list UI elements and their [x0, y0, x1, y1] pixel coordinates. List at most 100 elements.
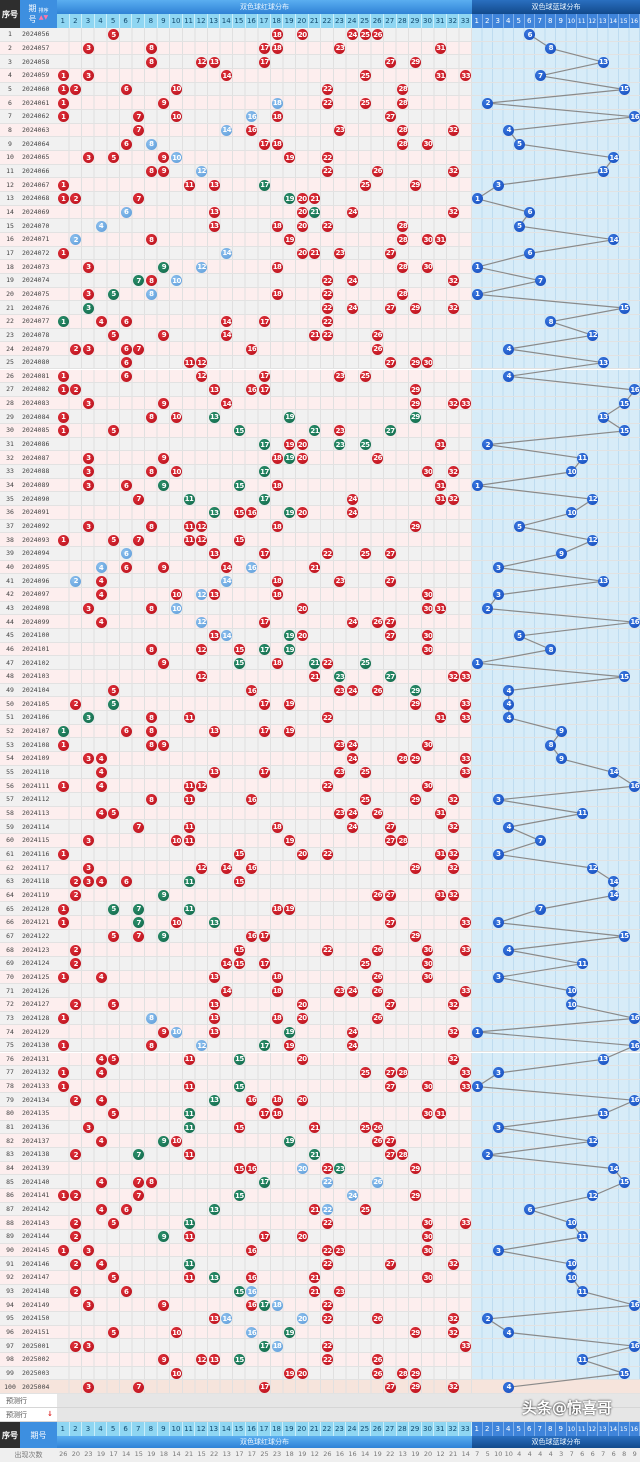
red-column-header[interactable]: 32 [446, 14, 460, 28]
red-column-header[interactable]: 27 [383, 14, 397, 28]
red-column-header[interactable]: 17 [258, 14, 271, 28]
prediction-row[interactable]: 预测行 [0, 1394, 640, 1408]
red-ball: 28 [397, 97, 409, 109]
red-column-header[interactable]: 29 [409, 14, 422, 28]
red-ball: 1 [57, 971, 69, 983]
red-column-header[interactable]: 6 [119, 14, 133, 28]
blue-column-header[interactable]: 13 [598, 14, 609, 28]
red-ball: 15 [233, 480, 245, 492]
red-column-header[interactable]: 11 [182, 14, 196, 28]
red-column-header[interactable]: 10 [170, 14, 183, 28]
red-ball: 2 [70, 234, 82, 246]
red-grid [57, 273, 472, 287]
blue-column-header[interactable]: 12 [587, 14, 598, 28]
red-ball: 22 [321, 1354, 333, 1366]
row-seq: 70 [6, 972, 14, 981]
blue-column-header[interactable]: 9 [556, 14, 567, 28]
table-row: 35 2024090 [0, 492, 640, 507]
red-column-header[interactable]: 7 [132, 14, 146, 28]
table-row: 21 2024076 [0, 301, 640, 315]
blue-grid [472, 1216, 640, 1230]
red-column-header[interactable]: 26 [371, 14, 384, 28]
prediction-row[interactable]: 预测行 ↓ [0, 1408, 640, 1422]
red-ball: 16 [246, 124, 258, 136]
sort-label[interactable]: 排序 [38, 8, 49, 14]
blue-column-header[interactable]: 1 [472, 14, 483, 28]
red-grid [57, 219, 472, 232]
red-count: 26 [59, 1450, 68, 1458]
blue-column-header[interactable]: 6 [524, 14, 535, 28]
red-column-header[interactable]: 3 [82, 14, 95, 28]
red-ball: 30 [422, 1272, 434, 1284]
red-column-header[interactable]: 13 [207, 14, 221, 28]
footer-red-column-header: 19 [283, 1422, 296, 1436]
red-column-header[interactable]: 1 [57, 14, 70, 28]
row-period: 2025002 [22, 1355, 50, 1364]
blue-column-header[interactable]: 8 [545, 14, 556, 28]
red-ball: 32 [447, 302, 459, 314]
red-column-header[interactable]: 8 [145, 14, 158, 28]
red-column-header[interactable]: 19 [283, 14, 296, 28]
footer-red-column-header: 27 [383, 1422, 397, 1436]
red-ball: 25 [359, 794, 371, 806]
blue-column-header[interactable]: 4 [503, 14, 514, 28]
blue-column-header[interactable]: 11 [577, 14, 588, 28]
red-column-header[interactable]: 12 [195, 14, 208, 28]
blue-column-header[interactable]: 16 [629, 14, 640, 28]
row-period: 2024113 [22, 808, 50, 817]
red-column-header[interactable]: 20 [295, 14, 309, 28]
row-period: 2024067 [22, 180, 50, 189]
table-row: 2 2024057 [0, 41, 640, 56]
red-ball: 21 [309, 247, 321, 259]
red-ball: 9 [158, 480, 170, 492]
row-period: 2024114 [22, 822, 50, 831]
sort-arrows-icon[interactable]: ▲▼ [38, 14, 49, 21]
red-column-header[interactable]: 5 [107, 14, 120, 28]
red-arrow-icon[interactable]: ↓ [47, 1410, 53, 1418]
red-ball: 19 [284, 630, 296, 642]
blue-column-header[interactable]: 5 [514, 14, 525, 28]
red-ball: 27 [384, 999, 396, 1011]
red-grid [57, 601, 472, 615]
red-column-header[interactable]: 16 [245, 14, 259, 28]
red-ball: 3 [82, 343, 94, 355]
red-column-header[interactable]: 31 [434, 14, 447, 28]
red-ball: 10 [170, 589, 182, 601]
red-grid [57, 874, 472, 888]
red-column-header[interactable]: 2 [69, 14, 83, 28]
red-column-header[interactable]: 25 [358, 14, 372, 28]
red-column-header[interactable]: 28 [396, 14, 410, 28]
red-ball: 19 [284, 193, 296, 205]
blue-column-header[interactable]: 14 [608, 14, 619, 28]
row-period: 2024068 [22, 194, 50, 203]
red-ball: 30 [422, 630, 434, 642]
red-column-header[interactable]: 14 [220, 14, 234, 28]
blue-column-header[interactable]: 3 [493, 14, 504, 28]
blue-grid [472, 1284, 640, 1298]
red-column-header[interactable]: 9 [157, 14, 171, 28]
red-column-header[interactable]: 21 [308, 14, 322, 28]
blue-column-header[interactable]: 10 [566, 14, 577, 28]
red-ball: 28 [397, 1149, 409, 1161]
table-row: 74 2024129 [0, 1025, 640, 1039]
red-column-header[interactable]: 23 [333, 14, 347, 28]
red-column-header[interactable]: 18 [270, 14, 284, 28]
red-ball: 10 [170, 152, 182, 164]
red-column-header[interactable]: 24 [346, 14, 359, 28]
footer-seq: 序号 [0, 1422, 20, 1448]
blue-column-header[interactable]: 15 [619, 14, 630, 28]
blue-column-header[interactable]: 2 [482, 14, 493, 28]
red-ball: 11 [183, 534, 195, 546]
red-column-header[interactable]: 33 [459, 14, 472, 28]
blue-column-header[interactable]: 7 [535, 14, 546, 28]
red-column-header[interactable]: 22 [321, 14, 334, 28]
red-column-header[interactable]: 30 [421, 14, 435, 28]
red-ball: 22 [321, 1204, 333, 1216]
red-ball: 12 [196, 671, 208, 683]
red-column-header[interactable]: 4 [94, 14, 108, 28]
red-column-header[interactable]: 15 [233, 14, 246, 28]
red-ball: 23 [334, 739, 346, 751]
red-ball: 1 [57, 725, 69, 737]
header-period[interactable]: 期 号 排序 ▲▼ [20, 0, 57, 28]
blue-grid [472, 492, 640, 506]
